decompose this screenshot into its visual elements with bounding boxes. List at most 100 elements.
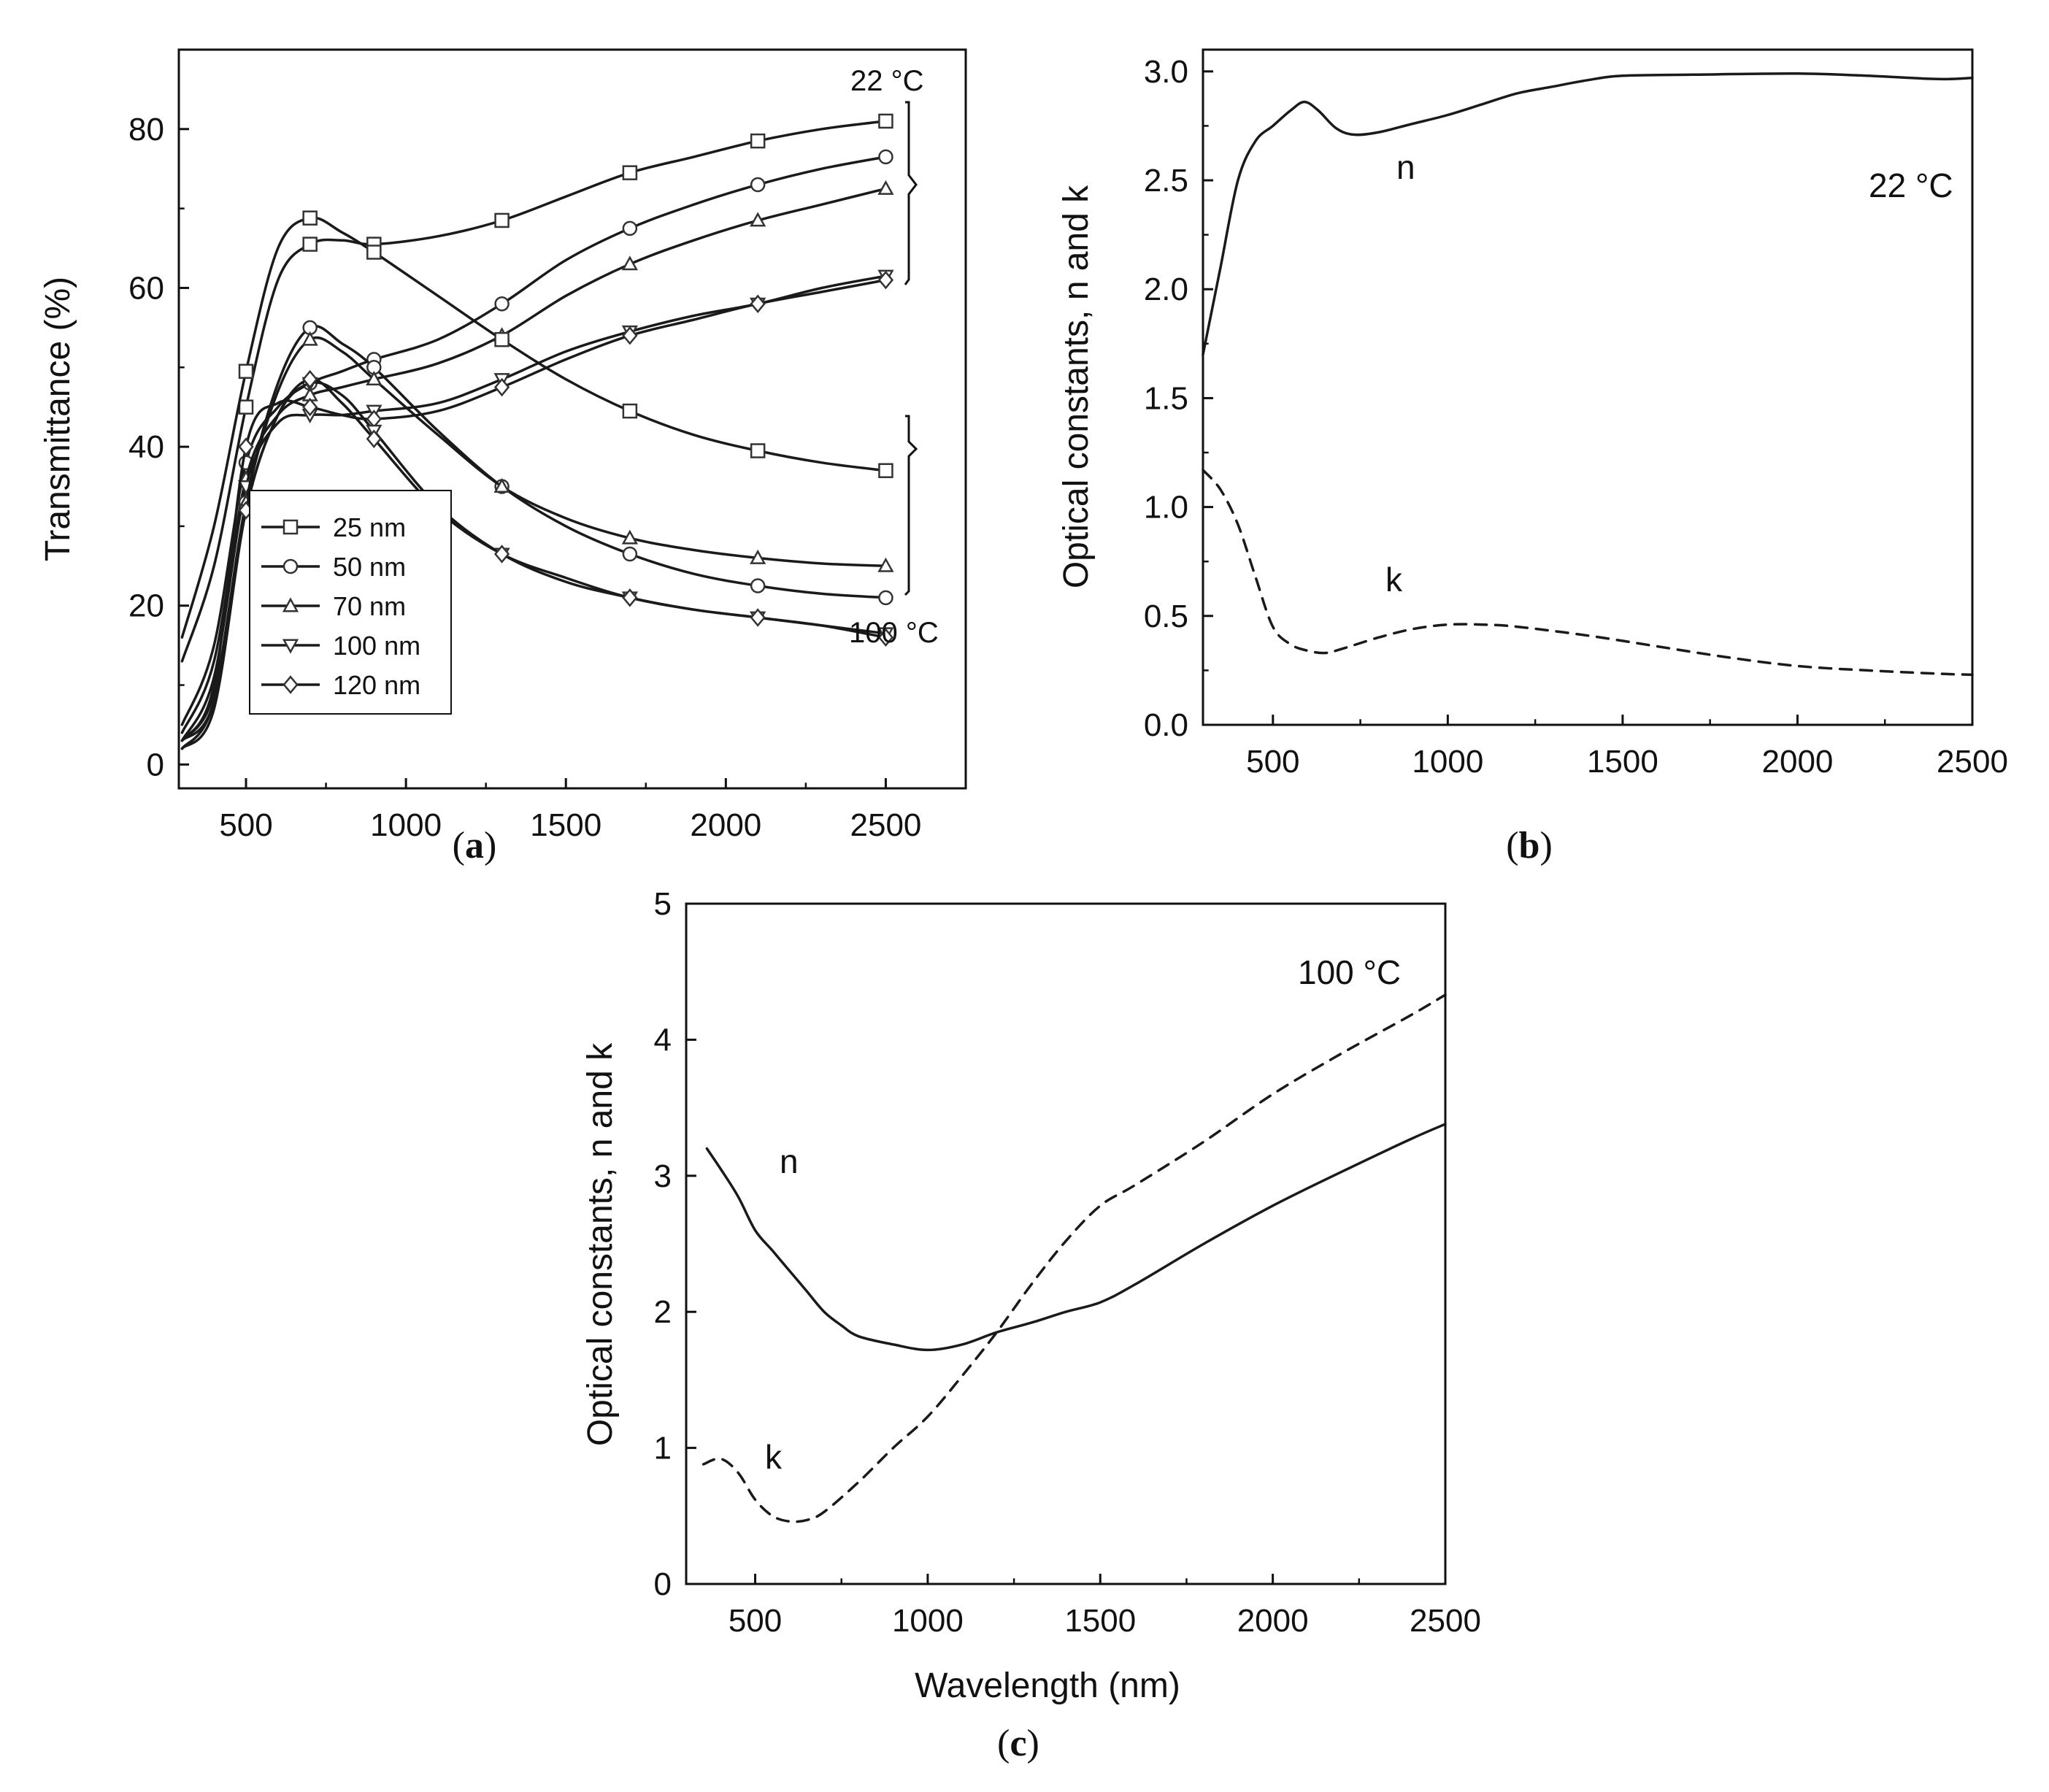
legend-label-50-nm: 50 nm — [333, 552, 406, 582]
panel-a-data-point — [877, 270, 894, 290]
panel-c-label: (c) — [997, 1723, 1039, 1764]
panel-a-data-point — [366, 371, 382, 386]
panel-b-label: (b) — [1506, 825, 1553, 866]
panel-a-data-point — [750, 212, 766, 227]
legend-marker-50-nm — [282, 558, 299, 574]
panel-c-series — [701, 993, 1447, 1523]
legend-label-120-nm: 120 nm — [333, 670, 420, 700]
panel-c-frame — [685, 902, 1447, 1585]
panel-a-data-point — [877, 557, 894, 572]
panel-b-series-line-k — [1202, 469, 1974, 677]
panel-a-y-tick-label: 80 — [128, 112, 164, 147]
panel-a-data-point — [878, 149, 893, 165]
legend-marker-25-nm — [282, 519, 299, 535]
panel-a-x-tick-label: 2500 — [850, 807, 922, 843]
panel-b-y-tick-label: 1.0 — [1144, 490, 1188, 526]
panel-c-y-tick-label: 1 — [654, 1431, 672, 1466]
panel-b: 500 1000 1500 2000 2500 0.0 0.5 1.0 1.5 2.0 2.5 3.… — [1057, 48, 2008, 866]
panel-c-y-tick-label: 4 — [654, 1022, 672, 1058]
panel-c-annotation-k: k — [765, 1438, 783, 1476]
panel-a-data-point — [622, 220, 638, 237]
panel-a-data-point — [494, 331, 510, 347]
panel-a-data-point — [302, 210, 318, 226]
panel-a-y-tick-label: 60 — [128, 270, 164, 306]
panel-b-y-tick-label: 0.0 — [1144, 707, 1188, 743]
panel-a-y-tick-label: 20 — [128, 588, 164, 624]
legend-marker-120-nm — [282, 675, 299, 694]
panel-a-data-point — [750, 133, 766, 149]
legend-marker-70-nm — [282, 597, 299, 612]
panel-a-data-point — [750, 578, 766, 593]
panel-c-annotation-n: n — [780, 1142, 799, 1180]
panel-b-x-tick-label: 1000 — [1412, 744, 1483, 780]
panel-c-x-tick-label: 1500 — [1064, 1603, 1136, 1639]
panel-b-annotation-22c: 22 °C — [1869, 166, 1953, 204]
panel-a-series-line-120-nm-22c — [180, 278, 888, 742]
panel-a-data-point — [622, 403, 638, 419]
panel-b-annotation-k: k — [1385, 561, 1403, 599]
panel-b-x-tick-label: 500 — [1246, 744, 1299, 780]
panel-a-x-tick-label: 1000 — [370, 807, 442, 843]
panel-a-data-point — [302, 369, 318, 389]
panel-a-series-line-50-nm-22c — [180, 155, 888, 726]
panel-a-y-axis-label: Transmittance (%) — [39, 277, 77, 561]
panel-a-data-point — [878, 590, 893, 606]
legend-label-70-nm: 70 nm — [333, 591, 406, 621]
panel-a-annotation-22c: 22 °C — [850, 65, 924, 97]
panel-a-data-point — [877, 180, 894, 195]
panel-a-data-point — [302, 397, 318, 417]
panel-c-x-tick-label: 500 — [729, 1603, 782, 1639]
panel-c-x-tick-label: 1000 — [892, 1603, 964, 1639]
panel-c-x-tick-label: 2000 — [1237, 1603, 1309, 1639]
panel-a-data-point — [366, 245, 382, 260]
panel-b-y-tick-label: 1.5 — [1144, 380, 1188, 416]
panel-a-data-point — [301, 331, 318, 346]
panel-a-data-point — [750, 443, 766, 458]
panel-a-data-point — [238, 399, 254, 415]
panel-c-annotation-100c: 100 °C — [1298, 953, 1401, 991]
panel-a-series-line-70-nm-22c — [180, 187, 888, 734]
panel-c-y-tick-label: 2 — [654, 1294, 672, 1330]
panel-b-series-line-n — [1202, 72, 1974, 356]
legend-marker-100-nm — [282, 639, 299, 654]
panel-b-frame — [1202, 48, 1974, 726]
panel-c-y-tick-label: 5 — [654, 886, 672, 922]
legend-label-25-nm: 25 nm — [333, 512, 406, 542]
panel-b-x-tick-labels: 500 1000 1500 2000 2500 — [1246, 744, 2008, 780]
panel-a-data-point — [494, 212, 510, 228]
panel-a-data-point — [622, 326, 638, 345]
panel-a-y-tick-label: 40 — [128, 429, 164, 465]
panel-c-series-line-n — [705, 1123, 1447, 1352]
panel-c-y-tick-labels: 0 1 2 3 4 5 — [654, 886, 672, 1602]
panel-a-series-line-25-nm-22c — [180, 120, 888, 663]
panel-b-y-tick-label: 2.0 — [1144, 272, 1188, 307]
panel-a-data-point — [493, 545, 510, 564]
panel-a-x-tick-label: 2000 — [690, 807, 761, 843]
panel-a-data-point — [366, 429, 382, 448]
panel-b-y-axis-label: Optical constants, n and k — [1057, 185, 1096, 588]
panel-a-x-tick-label: 1500 — [530, 807, 601, 843]
panel-b-x-tick-label: 1500 — [1587, 744, 1658, 780]
panel-c-x-tick-labels: 500 1000 1500 2000 2500 — [729, 1603, 1481, 1639]
panel-a-bracket-22c — [904, 101, 918, 285]
panel-a-data-point — [302, 237, 318, 252]
panel-a-data-point — [238, 437, 254, 456]
panel-a-data-point — [877, 628, 894, 647]
panel-a-data-point — [238, 364, 254, 379]
panel-a-bracket-100c — [904, 415, 918, 596]
panel-a-label: (a) — [453, 825, 497, 866]
panel-a-legend: 25 nm 50 nm 70 nm 100 nm 120 nm — [249, 490, 452, 715]
panel-a-data-point — [494, 296, 510, 312]
panel-a-data-point — [750, 177, 766, 193]
panel-c-y-tick-label: 0 — [654, 1566, 672, 1602]
panel-a-data-point — [622, 588, 638, 607]
panel-a-data-point — [750, 608, 766, 627]
panel-a-data-point — [878, 113, 893, 129]
panel-a: 500 1000 1500 2000 2500 0 20 40 60 80 Transmitta… — [39, 48, 967, 866]
panel-b-x-tick-label: 2000 — [1762, 744, 1834, 780]
panel-b-x-tick-label: 2500 — [1937, 744, 2008, 780]
panel-a-data-point — [622, 546, 638, 562]
panel-a-x-tick-label: 500 — [219, 807, 272, 843]
